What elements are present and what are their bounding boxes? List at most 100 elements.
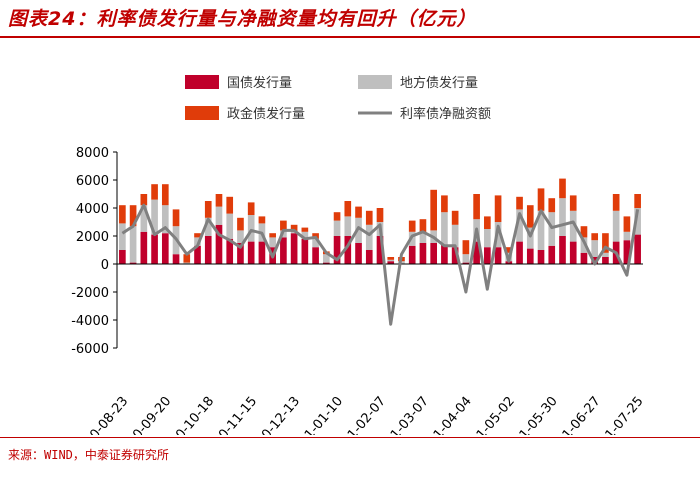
bar-3-21-04-25 [494,195,502,222]
line-series [121,203,640,326]
bar-series [117,178,643,265]
bar-2-20-12-27 [312,238,319,248]
bar-1-21-04-04 [462,262,470,264]
bar-3-20-10-11 [194,233,201,238]
bar-3-21-06-27 [591,233,599,241]
bar-2-21-03-07 [419,233,427,243]
bar-1-21-06-27 [591,257,599,264]
bar-2-20-08-30 [129,226,137,263]
bar-3-20-09-06 [140,194,148,206]
legend-swatch-1 [185,75,219,89]
bar-3-21-02-28 [408,220,416,232]
bar-3-20-09-27 [172,209,180,227]
bar-2-20-11-08 [237,230,244,243]
bar-1-20-12-06 [280,237,287,264]
bar-3-21-07-25 [634,194,641,208]
y-tick-label-6: 6000 [76,174,109,189]
bar-1-21-01-24 [355,243,362,264]
bar-3-20-10-25 [215,194,223,207]
bar-3-20-10-04 [183,254,191,263]
x-tick-label-2: 20-10-18 [168,394,217,435]
bar-2-20-11-15 [247,215,255,242]
bar-3-21-06-06 [559,178,566,199]
x-tick-label-8: 21-04-04 [426,394,475,435]
bar-3-20-12-20 [301,227,309,232]
y-tick-label-7: 8000 [76,146,109,161]
legend-label-1: 国债发行量 [227,75,292,91]
bar-3-20-11-29 [269,233,276,238]
bar-3-21-05-09 [516,196,523,210]
bar-3-21-05-30 [548,198,556,213]
source-note: 来源：WIND，中泰证券研究所 [8,448,169,462]
bar-3-20-09-13 [151,184,158,200]
bar-1-21-05-23 [537,250,545,264]
bar-1-21-04-25 [494,247,502,264]
legend-label-2: 地方债发行量 [400,75,478,91]
x-tick-label-10: 21-05-30 [511,394,560,435]
bar-2-21-04-18 [484,229,491,248]
bar-1-20-10-25 [215,224,223,264]
bar-3-21-02-07 [376,208,384,222]
bar-3-21-07-11 [612,194,620,211]
bar-3-20-09-20 [161,184,169,206]
bar-3-21-04-18 [484,216,491,229]
bar-1-21-02-07 [376,236,384,264]
bar-1-21-07-18 [623,240,631,264]
bar-1-20-11-08 [237,243,244,264]
bar-1-21-03-07 [419,243,427,264]
title-divider [0,36,700,38]
bar-2-21-07-25 [634,208,641,235]
bar-2-21-07-18 [623,231,631,241]
x-tick-label-3: 20-11-15 [211,394,260,435]
bar-3-20-11-22 [258,216,266,224]
y-tick-label-0: -6000 [71,342,109,357]
x-tick-label-7: 21-03-07 [383,394,432,435]
bar-1-21-05-16 [526,248,534,264]
chart-title: 图表24：利率债发行量与净融资量均有回升（亿元） [8,8,477,30]
bar-2-21-07-11 [612,210,620,242]
x-tick-label-1: 20-09-20 [125,394,174,435]
bar-3-21-06-13 [569,195,577,211]
x-tick-label-0: 20-08-23 [82,394,131,435]
legend-swatch-3 [185,106,219,120]
bar-2-20-10-18 [204,217,212,236]
bar-2-20-11-29 [269,237,276,248]
bar-2-20-11-01 [226,213,234,239]
bar-1-21-02-28 [408,245,416,264]
bar-2-20-10-11 [194,237,201,246]
bar-1-20-09-20 [161,233,169,264]
bar-1-21-04-18 [484,247,491,264]
x-tick-label-6: 21-02-07 [340,394,389,435]
bar-1-21-07-04 [602,257,609,264]
bar-2-20-09-20 [161,205,169,234]
bar-3-20-12-06 [280,220,287,231]
bar-3-21-01-24 [355,206,362,218]
x-tick-label-12: 21-07-25 [597,394,646,435]
bar-2-21-04-04 [462,254,470,263]
y-tick-label-3: 0 [101,258,109,273]
bar-1-20-12-27 [312,247,319,264]
bar-3-21-04-04 [462,240,470,255]
bar-3-21-07-04 [602,233,609,253]
bar-3-21-01-17 [344,201,352,217]
bar-1-21-01-17 [344,236,352,264]
bar-3-21-01-31 [365,210,373,225]
bar-1-20-09-27 [172,254,180,264]
bar-1-21-06-20 [580,252,588,264]
bar-3-21-02-14 [387,257,395,260]
y-tick-label-5: 4000 [76,202,109,217]
bar-1-20-12-13 [290,233,298,264]
bar-3-21-03-28 [451,210,459,225]
y-tick-label-1: -4000 [71,314,109,329]
bar-2-20-10-04 [183,262,191,264]
x-tick-label-11: 21-06-27 [554,394,603,435]
bar-2-20-09-13 [151,199,158,235]
bar-3-21-05-23 [537,188,545,211]
bar-2-20-09-06 [140,205,148,232]
bar-2-20-12-13 [290,231,298,234]
bar-1-21-06-13 [569,241,577,264]
bar-3-21-01-10 [333,212,341,221]
footer-divider [0,437,700,438]
bar-3-20-08-23 [119,205,126,224]
